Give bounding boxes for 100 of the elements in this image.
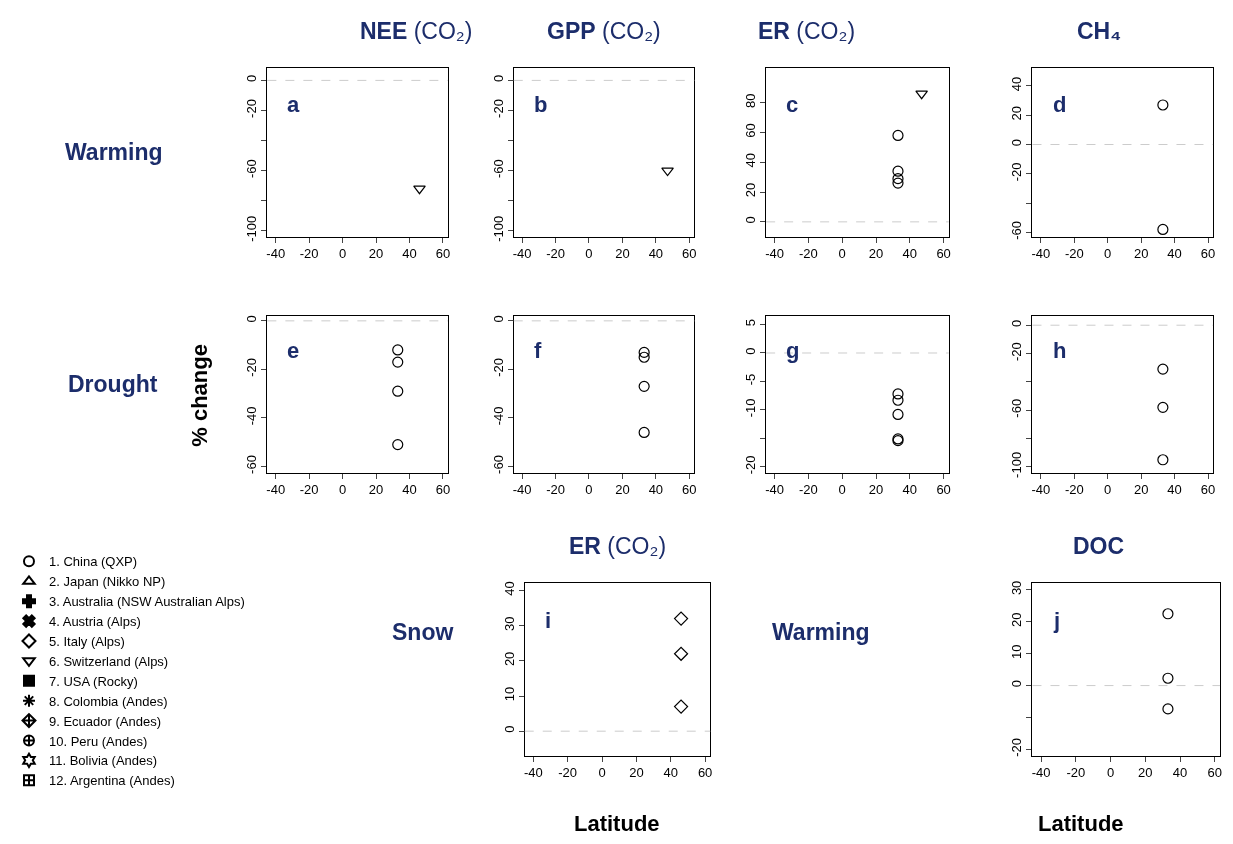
point	[892, 394, 904, 406]
y-tick-label: -40	[490, 406, 506, 426]
x-tick-label: 20	[1138, 765, 1153, 781]
x-tick-label: 60	[435, 482, 451, 498]
point	[1157, 454, 1169, 466]
y-tick-label: 0	[490, 315, 506, 323]
x-tick-label: -40	[1031, 765, 1051, 781]
y-tick-label: 30	[1009, 580, 1025, 596]
annotation: b	[534, 92, 548, 117]
x-tick-label: -20	[1064, 482, 1084, 498]
x-tick-label: 0	[1107, 765, 1115, 781]
x-tick-label: -20	[1066, 765, 1086, 781]
x-tick-label: -20	[546, 246, 565, 262]
y-tick-label: 5	[742, 318, 758, 327]
chart-title: DOC	[1073, 533, 1125, 559]
x-tick-label: -20	[546, 482, 565, 498]
x-tick-label: 20	[368, 482, 384, 498]
point	[638, 426, 650, 439]
x-tick-label: 20	[368, 246, 384, 262]
y-tick-label: -60	[490, 455, 506, 474]
y-tick-label: -20	[1009, 162, 1025, 182]
y-tick-label: -20	[490, 99, 506, 118]
x-tick-label: 60	[1200, 246, 1216, 262]
x-tick-label: 40	[648, 482, 664, 498]
y-tick-label: 0	[1009, 680, 1025, 688]
legend-label: 3. Australia (NSW Australian Alps)	[48, 594, 245, 610]
x-tick-label: 60	[697, 765, 713, 781]
legend-label: 4. Austria (Alps)	[48, 614, 141, 630]
legend-label: 6. Switzerland (Alps)	[48, 653, 169, 669]
annotation: a	[287, 92, 300, 117]
x-tick-label: 60	[682, 246, 697, 262]
legend-label: 7. USA (Rocky)	[48, 673, 138, 689]
y-tick-label: 0	[742, 216, 758, 224]
y-tick-label: -20	[244, 358, 260, 377]
text: Snow	[392, 619, 454, 645]
x-tick-label: -40	[1031, 246, 1051, 262]
point	[915, 90, 929, 100]
legend-label: 9. Ecuador (Andes)	[48, 713, 161, 729]
x-tick-label: 20	[629, 765, 644, 781]
y-tick-label: -60	[244, 159, 260, 179]
x-axis-title: Latitude	[574, 811, 660, 836]
annotation: c	[786, 92, 799, 117]
y-tick-label: -100	[244, 215, 260, 242]
annotation: h	[1053, 338, 1067, 363]
point	[638, 380, 650, 392]
x-tick-label: 40	[1167, 482, 1182, 498]
y-tick-label: -20	[244, 99, 260, 118]
x-tick-label: -40	[512, 246, 532, 262]
y-tick-label: 40	[1009, 76, 1025, 92]
y-tick-label: 20	[742, 182, 758, 198]
x-tick-label: 0	[598, 765, 606, 781]
annotation: f	[534, 338, 542, 363]
point	[892, 177, 904, 189]
y-tick-label: -60	[1009, 221, 1025, 240]
x-tick-label: 40	[902, 482, 918, 498]
x-tick-label: -40	[765, 246, 784, 262]
x-tick-label: 20	[615, 482, 630, 498]
y-tick-label: -20	[742, 455, 758, 475]
point	[892, 173, 904, 185]
point	[673, 699, 689, 714]
x-tick-label: -20	[799, 246, 818, 262]
y-tick-label: 20	[1009, 612, 1025, 628]
point	[1162, 672, 1174, 684]
y-tick-label: 60	[742, 123, 758, 138]
annotation: i	[545, 608, 552, 633]
x-tick-label: 40	[402, 482, 417, 498]
point	[673, 646, 689, 661]
y-tick-label: -5	[742, 373, 758, 386]
x-tick-label: 40	[1172, 765, 1188, 781]
x-tick-label: 60	[936, 246, 951, 262]
y-tick-label: 0	[742, 347, 758, 355]
annotation: e	[287, 338, 300, 363]
x-tick-label: -40	[523, 765, 543, 781]
y-tick-label: 40	[501, 581, 517, 596]
legend-label: 5. Italy (Alps)	[48, 634, 125, 650]
x-tick-label: 0	[1104, 482, 1112, 498]
y-tick-label: 40	[742, 153, 758, 168]
annotation: d	[1053, 92, 1067, 117]
legend-label: 11. Bolivia (Andes)	[48, 753, 158, 769]
x-tick-label: -20	[1064, 246, 1084, 262]
y-axis-title: % change	[187, 344, 213, 447]
legend-label: 1. China (QXP)	[48, 554, 138, 570]
x-tick-label: 40	[663, 765, 678, 781]
x-tick-label: 40	[648, 246, 664, 262]
x-tick-label: 60	[682, 482, 697, 498]
y-tick-label: -100	[490, 215, 506, 242]
chart-title: CH₄	[1077, 18, 1122, 44]
y-tick-label: -100	[1009, 451, 1025, 478]
text: Drought	[68, 371, 158, 397]
x-tick-label: -20	[299, 482, 319, 498]
chart-title: NEE (CO₂)	[360, 18, 473, 44]
point	[673, 611, 689, 626]
y-tick-label: -60	[1009, 398, 1025, 418]
x-tick-label: -40	[1031, 482, 1051, 498]
point	[392, 344, 404, 356]
legend-label: 8. Colombia (Andes)	[48, 693, 168, 709]
x-tick-label: 40	[1167, 246, 1182, 262]
legend-label: 12. Argentina (Andes)	[48, 773, 175, 789]
chart-title: ER (CO₂)	[758, 18, 856, 44]
y-tick-label: 20	[501, 651, 517, 667]
